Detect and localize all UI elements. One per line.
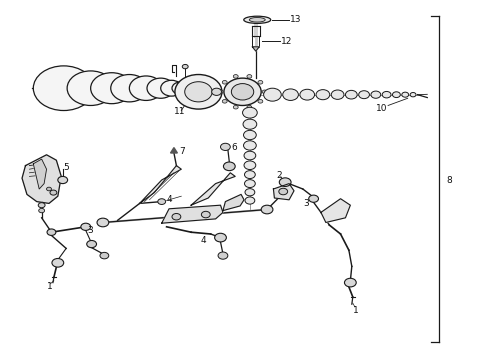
Text: 12: 12 (281, 37, 293, 46)
Polygon shape (273, 184, 294, 200)
Circle shape (39, 208, 45, 213)
Circle shape (175, 75, 222, 109)
Text: 13: 13 (290, 15, 301, 24)
Circle shape (392, 92, 400, 98)
Circle shape (316, 90, 330, 100)
Circle shape (38, 203, 45, 208)
Circle shape (67, 71, 114, 105)
Circle shape (81, 223, 91, 230)
Circle shape (382, 91, 391, 98)
Circle shape (224, 78, 261, 105)
Text: 11: 11 (174, 107, 185, 116)
Circle shape (258, 81, 263, 84)
Circle shape (91, 73, 133, 104)
Circle shape (247, 75, 252, 78)
Circle shape (233, 105, 238, 109)
Circle shape (359, 91, 369, 99)
Circle shape (218, 90, 223, 94)
Circle shape (58, 176, 68, 184)
Circle shape (345, 90, 357, 99)
Circle shape (279, 178, 291, 186)
Circle shape (47, 229, 56, 235)
Circle shape (223, 162, 235, 171)
Circle shape (111, 75, 148, 102)
Circle shape (220, 143, 230, 150)
Circle shape (158, 199, 166, 204)
Circle shape (258, 99, 263, 103)
Circle shape (243, 107, 257, 118)
Circle shape (402, 92, 409, 97)
Text: 1: 1 (353, 306, 359, 315)
Circle shape (215, 233, 226, 242)
Circle shape (222, 81, 227, 84)
Text: 10: 10 (376, 104, 387, 113)
Circle shape (244, 151, 256, 160)
Circle shape (300, 89, 315, 100)
Circle shape (331, 90, 344, 99)
Circle shape (245, 180, 255, 188)
Polygon shape (321, 199, 350, 222)
Text: 4: 4 (201, 236, 206, 245)
Circle shape (247, 105, 252, 109)
Circle shape (371, 91, 381, 98)
Polygon shape (162, 205, 223, 223)
Circle shape (201, 211, 210, 218)
Polygon shape (252, 47, 259, 51)
Circle shape (52, 258, 64, 267)
Circle shape (50, 190, 57, 195)
Circle shape (47, 187, 51, 191)
Circle shape (161, 80, 182, 96)
Circle shape (129, 76, 163, 100)
Circle shape (172, 82, 189, 94)
Circle shape (245, 171, 255, 179)
Polygon shape (191, 173, 235, 205)
Ellipse shape (249, 18, 265, 22)
Circle shape (264, 88, 281, 101)
Ellipse shape (244, 16, 271, 23)
Circle shape (262, 90, 267, 94)
Polygon shape (140, 166, 181, 203)
Circle shape (244, 141, 256, 150)
Circle shape (87, 240, 97, 248)
Circle shape (172, 213, 181, 220)
Circle shape (233, 75, 238, 78)
Circle shape (410, 93, 416, 97)
Polygon shape (33, 159, 47, 189)
Circle shape (182, 64, 188, 69)
Text: 3: 3 (303, 199, 309, 207)
Circle shape (212, 88, 221, 95)
Text: 6: 6 (231, 143, 237, 152)
Circle shape (185, 82, 212, 102)
Circle shape (245, 197, 255, 204)
Text: 1: 1 (47, 282, 52, 291)
Circle shape (279, 188, 288, 195)
Circle shape (344, 278, 356, 287)
Text: 5: 5 (64, 163, 70, 172)
Circle shape (244, 130, 256, 140)
Text: 8: 8 (446, 176, 452, 185)
Circle shape (243, 119, 257, 129)
Circle shape (309, 195, 318, 202)
Circle shape (147, 78, 174, 98)
Circle shape (97, 218, 109, 227)
Circle shape (33, 66, 94, 111)
Text: 2: 2 (277, 171, 282, 180)
Polygon shape (22, 155, 61, 203)
Text: 7: 7 (179, 148, 185, 157)
Text: 3: 3 (87, 226, 93, 235)
Polygon shape (223, 194, 244, 211)
Circle shape (245, 189, 255, 196)
Circle shape (100, 252, 109, 259)
Circle shape (231, 84, 254, 100)
Circle shape (283, 89, 298, 100)
Circle shape (244, 161, 256, 170)
Circle shape (218, 252, 228, 259)
Circle shape (261, 205, 273, 214)
Circle shape (222, 99, 227, 103)
Text: 4: 4 (167, 195, 172, 204)
Polygon shape (171, 148, 177, 153)
